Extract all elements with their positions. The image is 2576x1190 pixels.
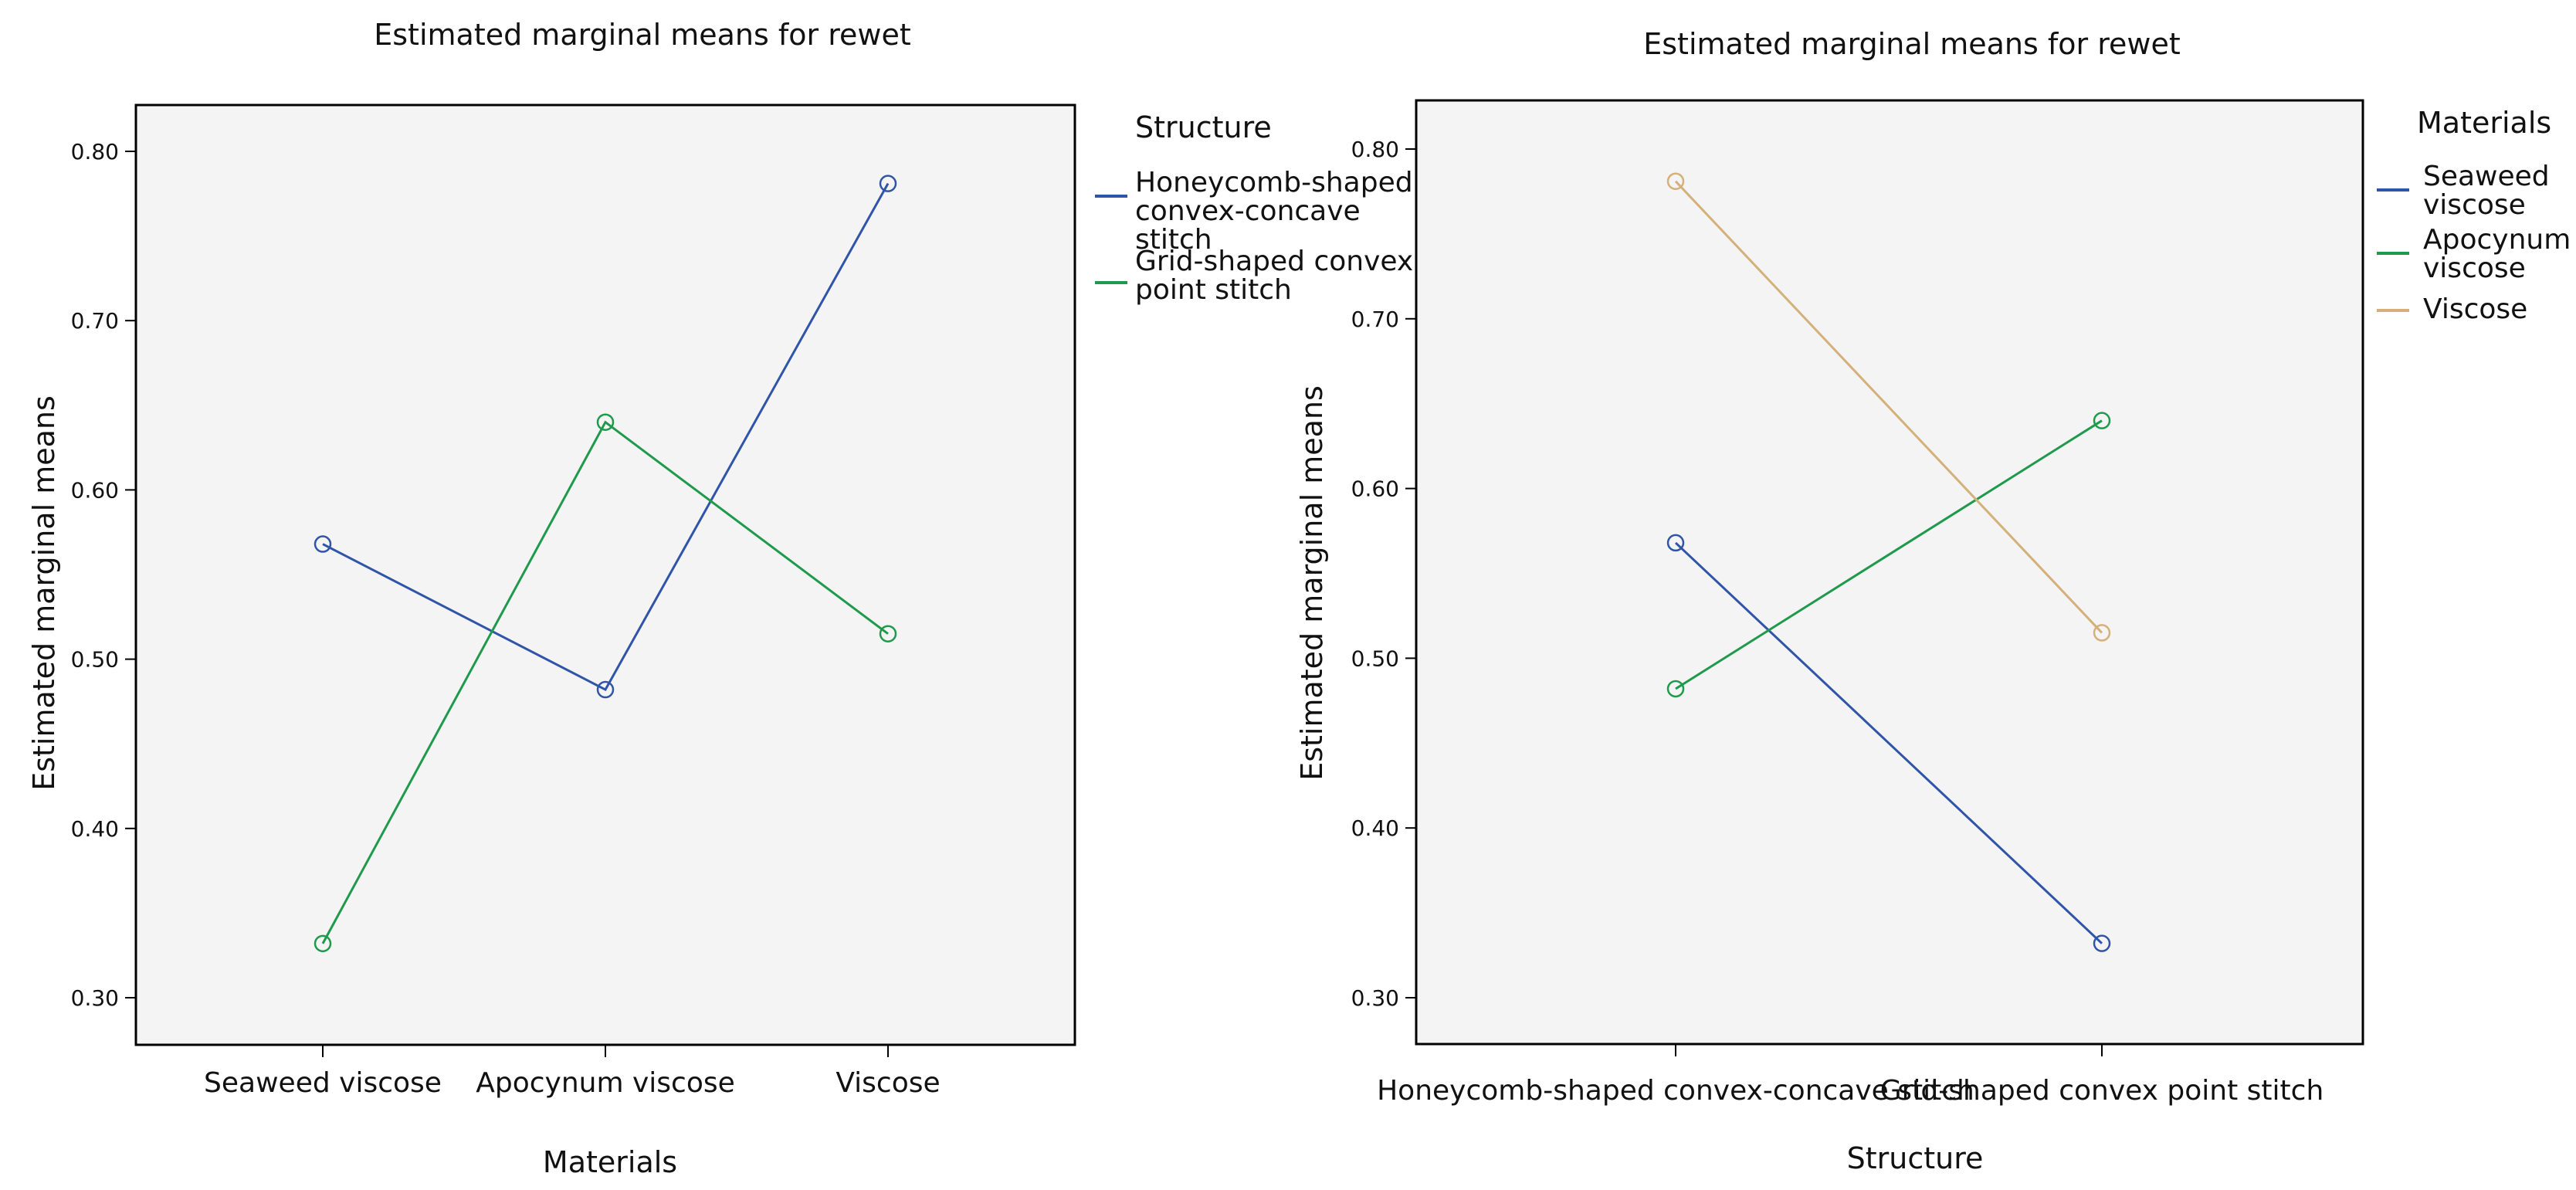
chart-2-legend-title: Materials (2417, 106, 2551, 140)
chart-1-title: Estimated marginal means for rewet (374, 18, 911, 52)
chart-2-legend-label: viscose (2423, 189, 2526, 221)
chart-2-series-1-point (1666, 534, 1685, 552)
chart-2-plot-area (1415, 99, 2364, 1046)
chart-2-ytick-label: 0.50 (1351, 646, 1399, 671)
chart-1-ytick-label: 0.50 (71, 647, 119, 673)
chart-1-series-1-point (596, 680, 615, 699)
chart-1-xtick-label: Viscose (836, 1067, 940, 1099)
chart-1-ytick-label: 0.80 (71, 139, 119, 164)
chart-2-series-2-point (2093, 412, 2111, 429)
chart-2-ytick-label: 0.30 (1351, 985, 1399, 1011)
chart-2-y-axis: 0.30 0.40 0.50 0.60 0.70 0.80 (1351, 137, 1416, 1011)
chart-1-ytick-label: 0.60 (71, 477, 119, 503)
chart-2-y-axis-label: Estimated marginal means (1295, 385, 1329, 781)
chart-1-series-2-point (879, 625, 897, 642)
chart-1-legend-label: Grid-shaped convex (1135, 246, 1413, 277)
chart-2-series-3-point (2093, 624, 2111, 642)
chart-2-legend-label: viscose (2423, 253, 2526, 284)
chart-1-legend-label: Honeycomb-shaped (1135, 167, 1413, 198)
chart-2-x-axis-label: Structure (1847, 1141, 1984, 1175)
chart-1-series-line-1 (322, 182, 890, 692)
chart-2-series (1666, 172, 2111, 952)
chart-2-legend-label: Apocynum (2423, 224, 2571, 256)
chart-1-y-axis: 0.30 0.40 0.50 0.60 0.70 0.80 (71, 139, 136, 1011)
chart-1-legend-label: convex-concave (1135, 195, 1361, 227)
chart-2-series-line-2 (1675, 419, 2103, 690)
chart-1-series-line-2 (321, 420, 889, 944)
chart-1-legend: Structure Honeycomb-shapedconvex-concave… (1095, 110, 1413, 306)
chart-1-legend-label: point stitch (1135, 274, 1292, 306)
chart-2-series-1-point (2093, 934, 2111, 952)
chart-2-ytick-label: 0.40 (1351, 815, 1399, 841)
chart-1-xtick-label: Apocynum viscose (476, 1067, 735, 1099)
chart-2-title: Estimated marginal means for rewet (1643, 27, 2181, 61)
chart-2-legend-label: Viscose (2423, 293, 2527, 325)
chart-2-xtick-label: Honeycomb-shaped convex-concave stitch (1377, 1075, 1974, 1107)
chart-2-legend: Materials SeaweedviscoseApocynumviscoseV… (2377, 106, 2571, 325)
chart-2-series-3-point (1666, 172, 1685, 191)
chart-2-xtick-label: Grid-shaped convex point stitch (1880, 1075, 2324, 1107)
chart-2-series-line-1 (1674, 541, 2103, 944)
chart-1-series-1-point (879, 175, 897, 192)
chart-2-series-line-3 (1674, 180, 2103, 634)
chart-1-legend-label: stitch (1135, 224, 1212, 256)
chart-1-x-axis-label: Materials (543, 1145, 677, 1179)
chart-2-ytick-label: 0.80 (1351, 137, 1399, 162)
chart-2-ytick-label: 0.60 (1351, 476, 1399, 502)
chart-1-legend-title: Structure (1135, 110, 1272, 144)
chart-1-ytick-label: 0.40 (71, 816, 119, 842)
chart-2: Estimated marginal means for rewet 0.300… (1295, 27, 2571, 1175)
chart-1-y-axis-label: Estimated marginal means (27, 395, 61, 791)
chart-2-ytick-label: 0.70 (1351, 307, 1399, 332)
chart-1-x-axis: Seaweed viscose Apocynum viscose Viscose (204, 1045, 941, 1099)
chart-1-series-2-point (596, 413, 615, 431)
chart-1-series-1-point (314, 535, 332, 553)
chart-1-plot-area (134, 103, 1076, 1046)
chart-2-x-axis: Honeycomb-shaped convex-concave stitchGr… (1377, 1044, 2323, 1107)
chart-2-series-2-point (1666, 680, 1685, 698)
chart-1-series (314, 175, 897, 953)
chart-1-xtick-label: Seaweed viscose (204, 1067, 442, 1099)
chart-1: Estimated marginal means for rewet 0.300… (27, 18, 1413, 1179)
chart-2-legend-label: Seaweed (2423, 161, 2550, 192)
chart-1-ytick-label: 0.70 (71, 308, 119, 334)
chart-1-ytick-label: 0.30 (71, 985, 119, 1011)
chart-1-series-2-point (314, 934, 332, 953)
